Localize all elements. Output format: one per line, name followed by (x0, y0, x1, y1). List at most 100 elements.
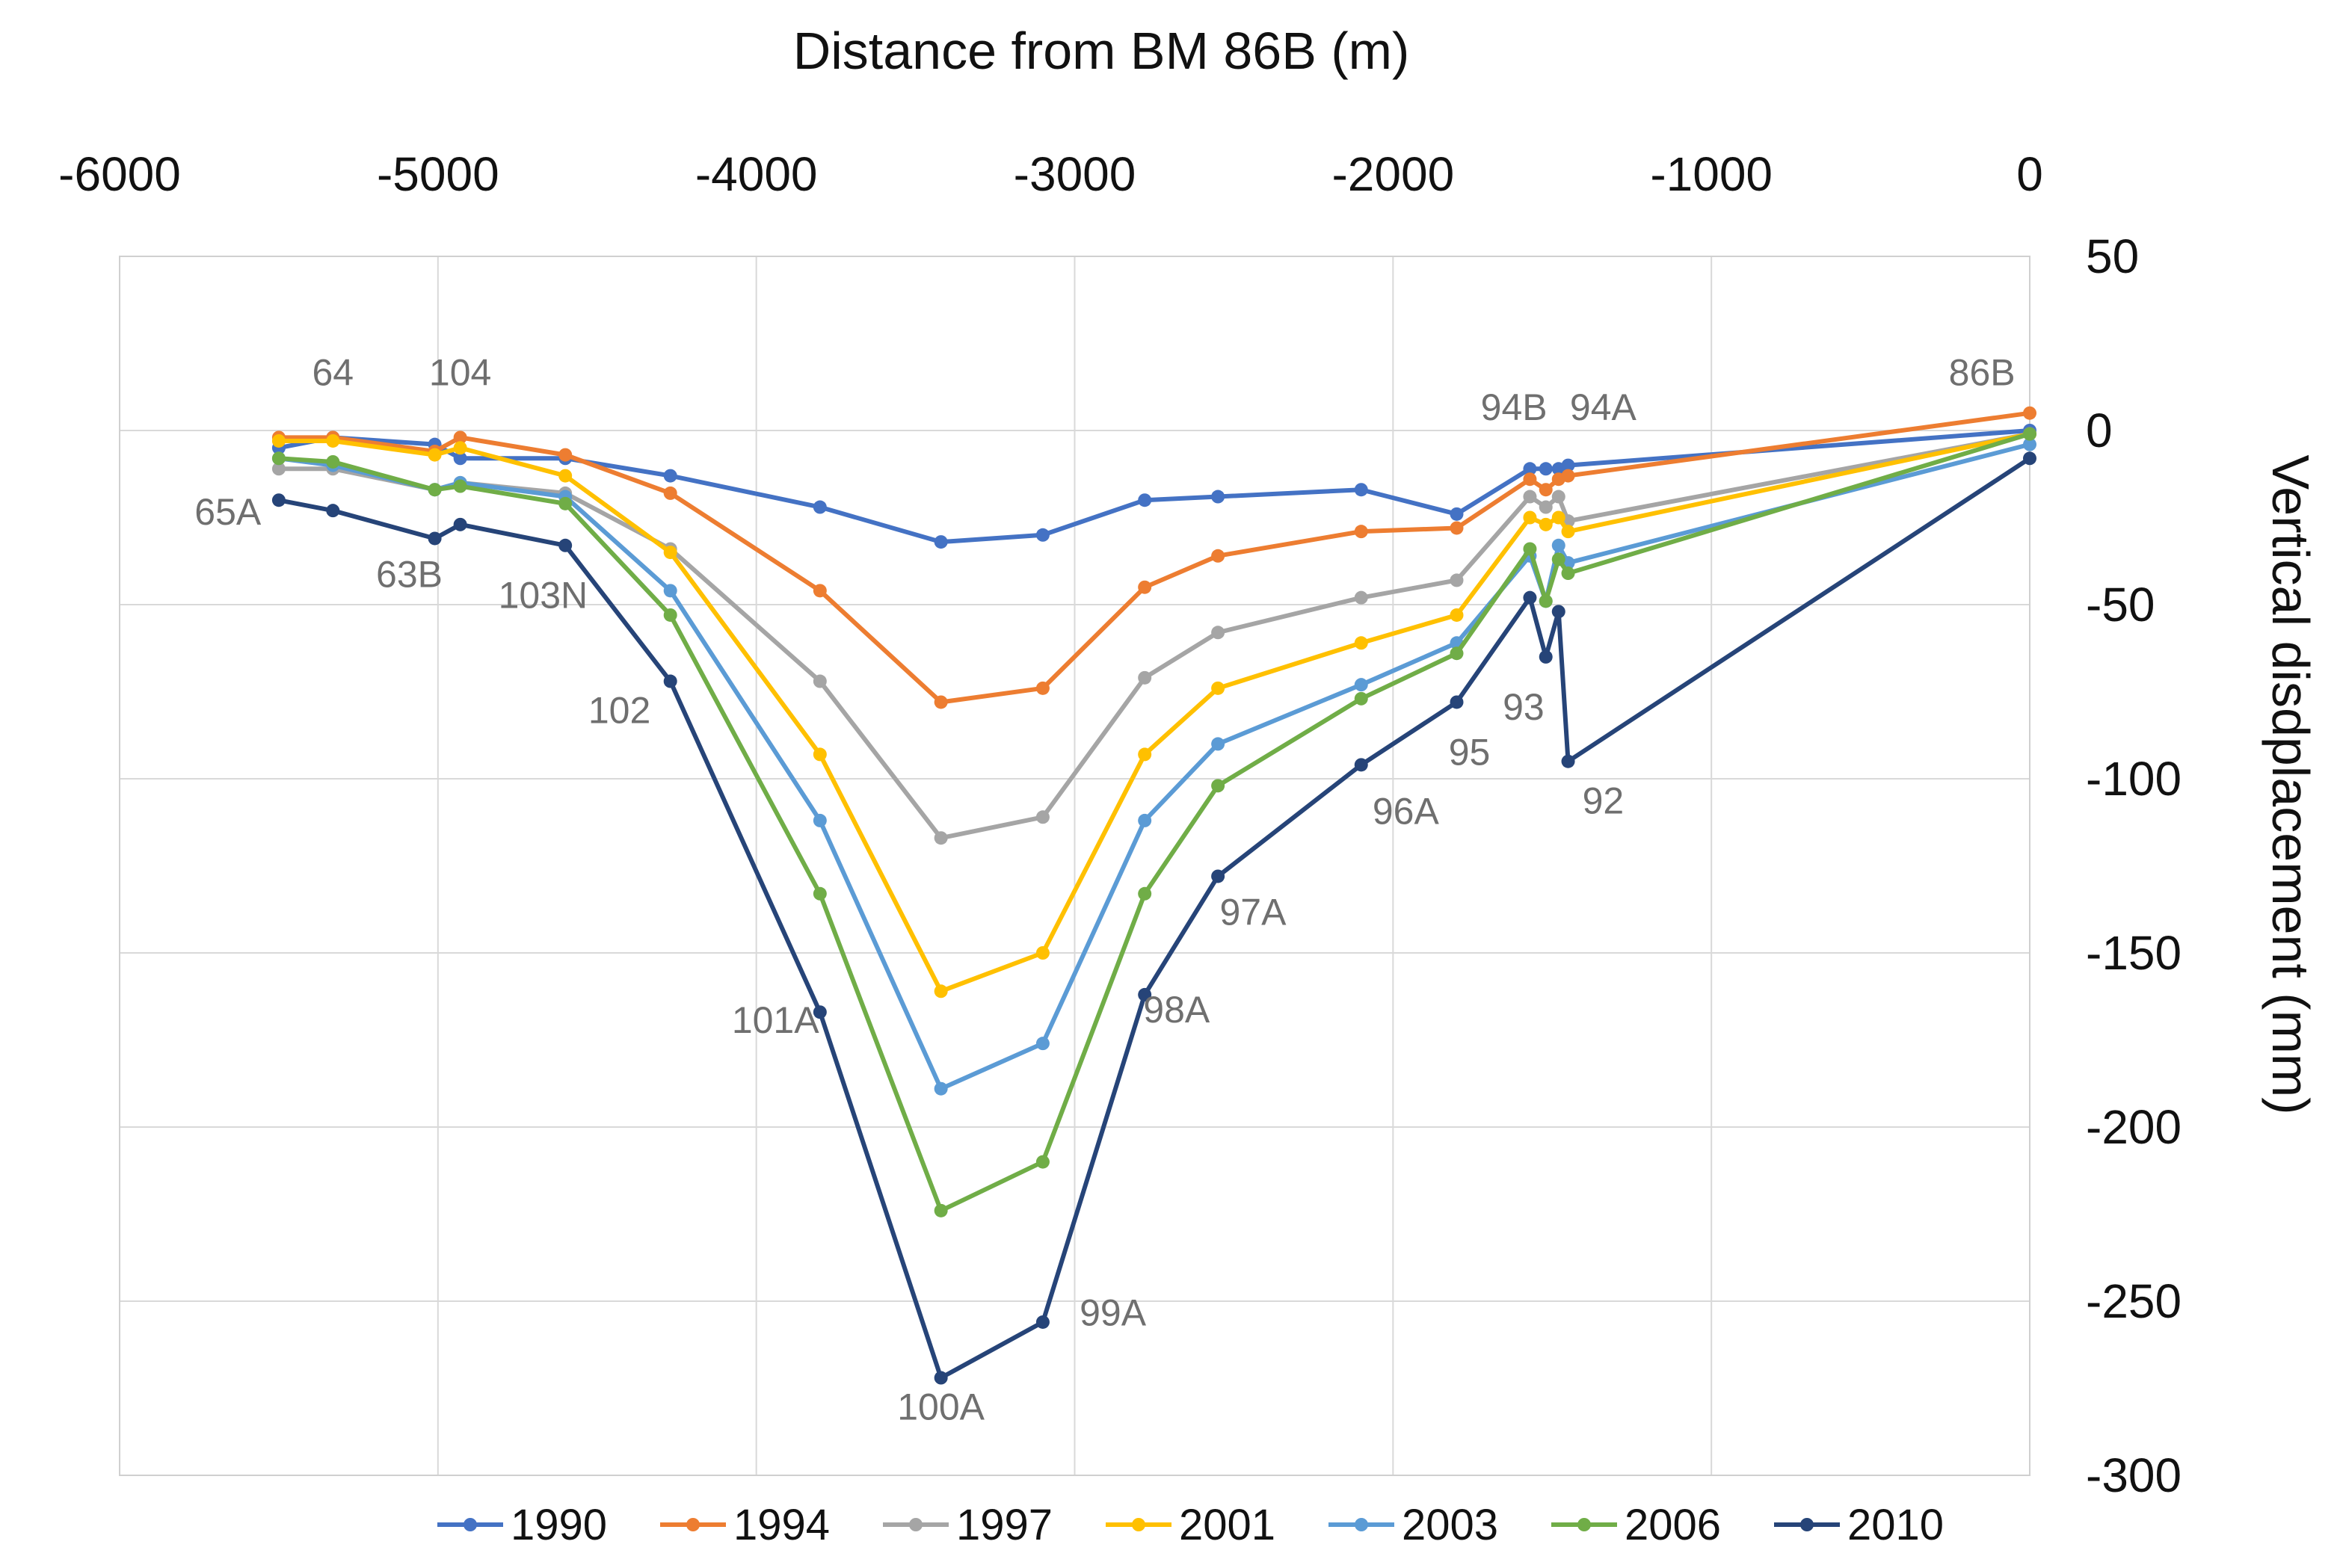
data-point-2006 (1138, 886, 1152, 901)
series-2010 (271, 451, 2036, 1385)
data-point-2010 (558, 538, 573, 552)
legend-marker (1800, 1518, 1814, 1531)
data-point-1990 (1035, 528, 1050, 542)
data-point-1997 (934, 831, 948, 845)
data-point-2010 (813, 1005, 827, 1019)
data-point-2001 (1450, 608, 1464, 622)
point-label-63B: 63B (376, 554, 443, 596)
data-point-1994 (663, 486, 677, 500)
point-label-92: 92 (1583, 780, 1625, 822)
data-point-1994 (453, 430, 467, 445)
point-label-65A: 65A (194, 491, 262, 533)
data-point-1994 (1211, 549, 1225, 563)
point-label-100A: 100A (897, 1386, 985, 1427)
data-point-2010 (326, 504, 340, 518)
point-label-64: 64 (312, 351, 354, 393)
point-label-99A: 99A (1080, 1292, 1147, 1334)
data-point-2001 (453, 441, 467, 455)
data-point-2001 (1035, 946, 1050, 960)
data-point-1997 (271, 462, 286, 476)
legend-label: 1990 (511, 1501, 607, 1549)
data-point-2010 (453, 517, 467, 531)
legend-marker (686, 1518, 700, 1531)
legend: 1990 1994 1997 2001 2003 2006 2010 (437, 1501, 1944, 1549)
data-point-1990 (1138, 493, 1152, 507)
data-point-2003 (2023, 437, 2036, 451)
data-point-1994 (813, 584, 827, 598)
data-point-2001 (1561, 525, 1575, 539)
data-point-2001 (663, 546, 677, 560)
data-point-1997 (813, 674, 827, 688)
data-point-2010 (1539, 649, 1553, 664)
data-point-1997 (1354, 590, 1368, 605)
data-point-2010 (271, 493, 286, 507)
data-point-1990 (1354, 483, 1368, 497)
legend-label: 2001 (1179, 1501, 1275, 1549)
data-point-2006 (2023, 427, 2036, 441)
x-tick-label: -5000 (377, 147, 499, 201)
data-point-1990 (934, 535, 948, 549)
point-label-94A: 94A (1570, 386, 1637, 428)
legend-item-1990: 1990 (437, 1501, 607, 1549)
legend-marker (1132, 1518, 1145, 1531)
point-label-104: 104 (429, 351, 491, 393)
data-point-1990 (1211, 490, 1225, 504)
data-point-1997 (1138, 670, 1152, 685)
data-point-1990 (1539, 462, 1553, 476)
point-label-98A: 98A (1143, 989, 1210, 1031)
data-point-1994 (934, 695, 948, 709)
data-point-2006 (813, 886, 827, 901)
legend-marker (1355, 1518, 1368, 1531)
data-point-1994 (1035, 681, 1050, 695)
data-point-2006 (1561, 567, 1575, 581)
data-point-2006 (1211, 779, 1225, 793)
data-point-1990 (453, 451, 467, 466)
y-tick-label: -300 (2086, 1448, 2181, 1502)
legend-item-2003: 2003 (1328, 1501, 1498, 1549)
legend-marker (1577, 1518, 1591, 1531)
data-point-2001 (813, 747, 827, 762)
gridlines (120, 256, 2030, 1475)
point-label-94B: 94B (1481, 386, 1548, 428)
data-point-2003 (1138, 813, 1152, 827)
data-point-2003 (1211, 737, 1225, 751)
data-point-1990 (1561, 458, 1575, 472)
data-point-2006 (1523, 542, 1537, 556)
legend-item-1997: 1997 (883, 1501, 1053, 1549)
data-point-2010 (1551, 605, 1565, 619)
y-tick-label: -200 (2086, 1100, 2181, 1154)
data-point-2001 (1354, 636, 1368, 650)
data-point-1994 (558, 448, 573, 462)
x-axis-ticks: -6000 -5000 -4000 -3000 -2000 -1000 0 (58, 147, 2043, 201)
plot-area-border (119, 256, 2030, 1476)
data-point-1994 (1138, 580, 1152, 594)
data-point-1997 (1450, 573, 1464, 587)
y-axis-title: Vertical disdplacement (mm) (2261, 454, 2320, 1114)
y-tick-label: 0 (2086, 404, 2113, 457)
data-point-2006 (1354, 691, 1368, 706)
data-point-2003 (1035, 1037, 1050, 1051)
point-label-97A: 97A (1219, 892, 1287, 933)
data-point-2010 (1561, 754, 1575, 768)
data-point-2003 (1551, 538, 1565, 552)
legend-label: 2006 (1625, 1501, 1721, 1549)
point-label-93: 93 (1503, 686, 1545, 728)
legend-label: 1997 (956, 1501, 1053, 1549)
y-axis-ticks: 50 0 -50 -100 -150 -200 -250 -300 (2086, 229, 2181, 1502)
data-point-2010 (1138, 987, 1152, 1001)
data-point-1997 (1523, 490, 1537, 504)
point-label-96A: 96A (1373, 791, 1440, 833)
data-point-1994 (1561, 469, 1575, 483)
data-point-2003 (663, 584, 677, 598)
data-point-2006 (1539, 594, 1553, 608)
x-axis-title: Distance from BM 86B (m) (793, 22, 1410, 80)
y-tick-label: 50 (2086, 229, 2139, 283)
data-point-1994 (1539, 483, 1553, 497)
series-2001 (271, 427, 2036, 998)
data-point-2003 (1354, 678, 1368, 692)
y-tick-label: -50 (2086, 578, 2155, 632)
legend-marker (909, 1518, 923, 1531)
point-label-86B: 86B (1949, 351, 2016, 393)
data-point-2006 (1551, 552, 1565, 567)
